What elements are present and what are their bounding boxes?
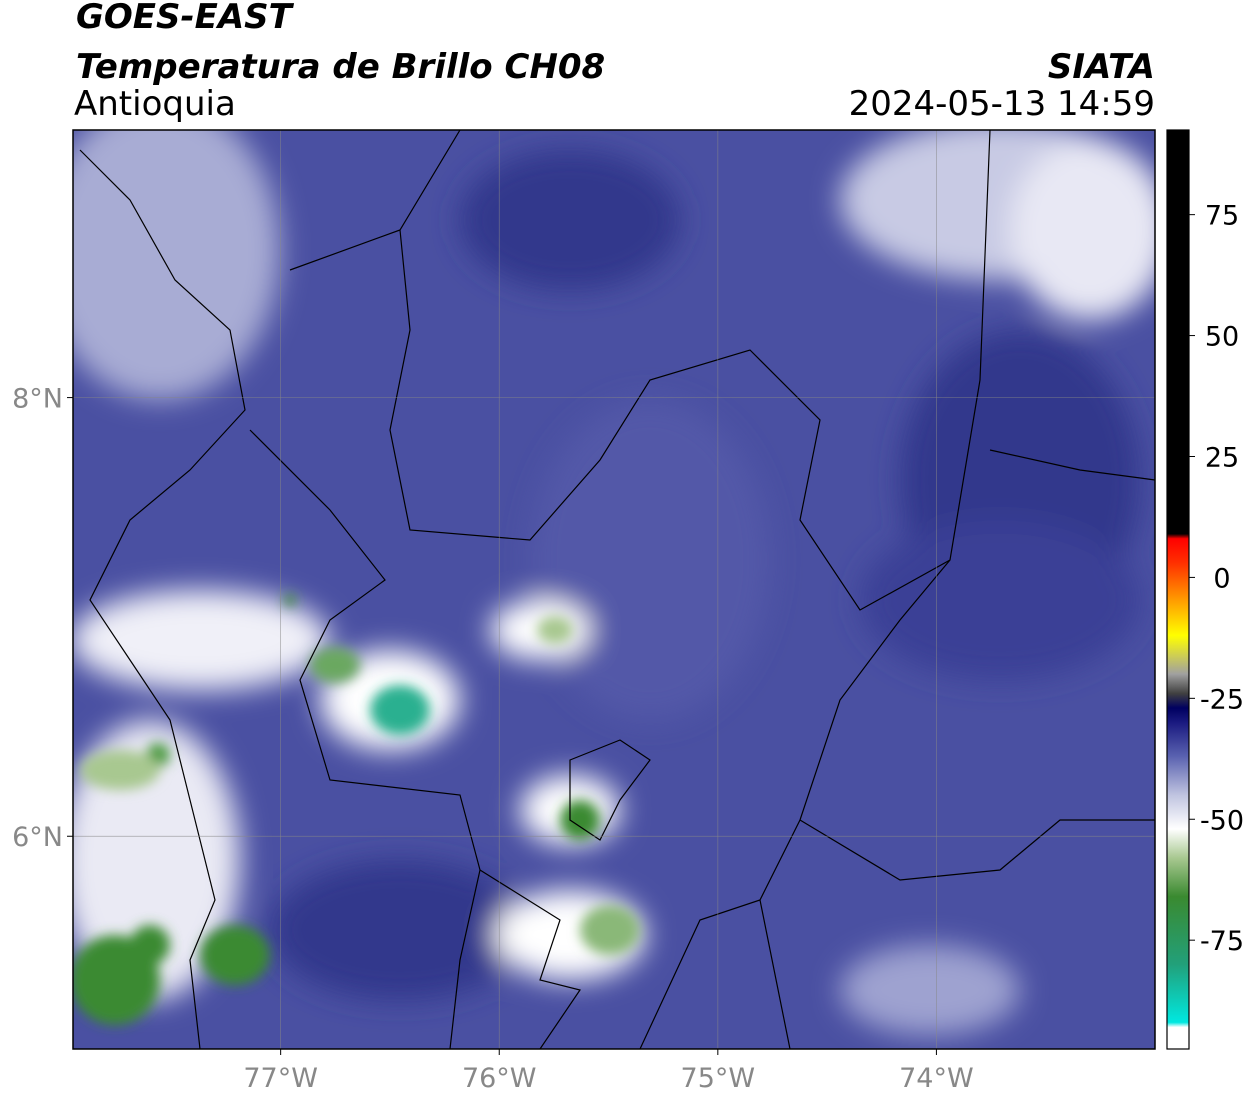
x-tick-label: 77°W bbox=[243, 1063, 318, 1094]
x-tick-label: 75°W bbox=[681, 1063, 756, 1094]
colorbar-tick-label: -50 bbox=[1200, 805, 1244, 836]
grid bbox=[73, 130, 1155, 1049]
borders bbox=[79, 130, 1155, 1049]
colorbar-tick-label: -25 bbox=[1200, 684, 1244, 715]
datetime: 2024-05-13 14:59 bbox=[849, 84, 1155, 124]
colorbar-tick-label: 50 bbox=[1205, 322, 1239, 353]
colorbar-tick-label: 0 bbox=[1213, 563, 1230, 594]
colorbar-ticks: 75 50 25 0 -25 -50 -75 bbox=[1189, 201, 1244, 957]
colorbar-tick-label: -75 bbox=[1200, 926, 1244, 957]
satellite-image bbox=[73, 130, 1155, 1049]
y-tick-label: 6°N bbox=[12, 822, 63, 853]
product: Temperatura de Brillo CH08 bbox=[76, 47, 605, 87]
colorbar-tick-label: 25 bbox=[1205, 442, 1239, 473]
satellite: GOES-EAST bbox=[76, 0, 295, 37]
colorbar bbox=[1166, 129, 1190, 1050]
colorbar-tick-label: 75 bbox=[1205, 201, 1239, 232]
map-frame bbox=[72, 129, 1156, 1050]
region: Antioquia bbox=[74, 84, 236, 124]
x-tick-label: 74°W bbox=[899, 1063, 974, 1094]
y-tick-label: 8°N bbox=[12, 384, 63, 415]
agency: SIATA bbox=[1048, 47, 1155, 87]
x-tick-label: 76°W bbox=[462, 1063, 537, 1094]
brightness-field bbox=[73, 130, 1155, 1035]
